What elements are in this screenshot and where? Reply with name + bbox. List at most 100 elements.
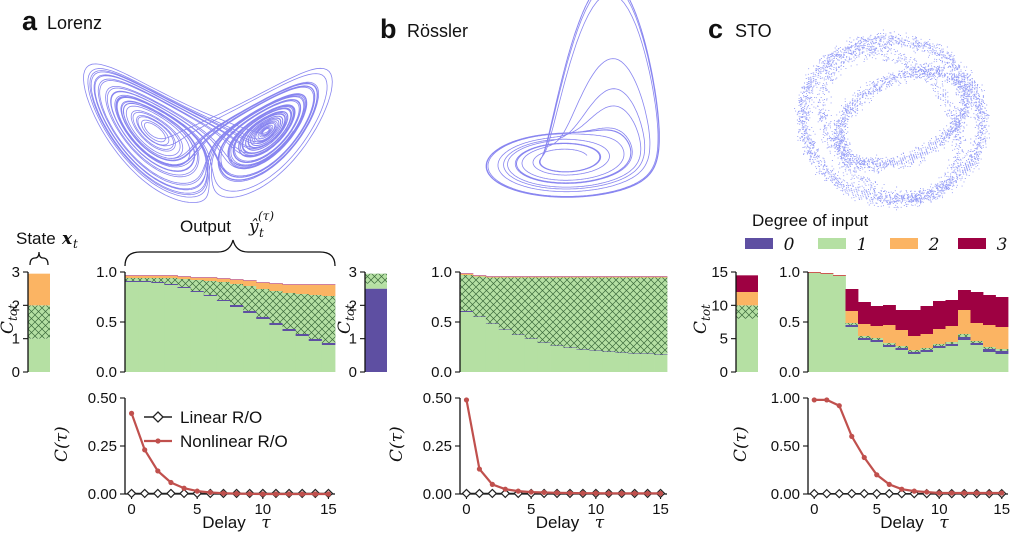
lorenz-cap-bar-degree2 bbox=[295, 285, 310, 294]
lorenz-cap-bar-hatch bbox=[282, 293, 297, 329]
lorenz-cap-bar-hatch bbox=[243, 286, 257, 311]
lorenz-cap-bar-degree1 bbox=[230, 307, 244, 372]
rossler-cap-bar-degree3 bbox=[615, 276, 629, 277]
output-label: Output bbox=[180, 217, 231, 236]
rossler-nonlinear-point bbox=[580, 490, 586, 496]
rossler-cap-bar-degree1 bbox=[472, 317, 487, 372]
sto-cap-bar-degree1 bbox=[933, 348, 946, 372]
lorenz-cap-ytick-label: 1.0 bbox=[96, 264, 117, 281]
sto-cap-bar-degree3 bbox=[895, 310, 909, 330]
sto-cap-ytick-label: 1.0 bbox=[779, 264, 800, 281]
rossler-cap-bar-degree3 bbox=[472, 275, 487, 276]
rossler-state-linear_hatch bbox=[365, 273, 387, 284]
rossler-cap-bar-degree0 bbox=[615, 352, 629, 353]
legend-swatch-3 bbox=[958, 238, 986, 249]
rossler-mem-ytick-label: 0.50 bbox=[423, 390, 452, 407]
sto-ctot-label: C bbox=[691, 321, 711, 334]
sto-cap-bar-degree3 bbox=[908, 310, 921, 336]
sto-cap-bar-degree2 bbox=[883, 325, 896, 343]
rossler-cap-bar-degree1 bbox=[641, 354, 655, 372]
rossler-cap-bar-degree0 bbox=[641, 353, 655, 354]
lorenz-cap-bar-degree1 bbox=[282, 331, 297, 372]
output-superscript: (τ) bbox=[258, 209, 274, 223]
rossler-attractor bbox=[485, 0, 660, 198]
rossler-cap-bar-hatch bbox=[654, 277, 668, 355]
sto-cap-bar-degree3 bbox=[958, 290, 971, 310]
lorenz-cap-bar-hatch bbox=[308, 295, 323, 339]
lorenz-cap-bar-degree2 bbox=[151, 276, 165, 278]
rossler-nonlinear-point bbox=[541, 489, 547, 496]
lorenz-cap-bar-degree2 bbox=[190, 278, 205, 280]
rossler-cap-bar-degree1 bbox=[524, 339, 539, 372]
sto-cap-bar-degree3 bbox=[995, 297, 1009, 327]
sto-cap-bar-degree1 bbox=[808, 273, 821, 372]
rossler-linear-point bbox=[474, 488, 485, 499]
rossler-nonlinear-point bbox=[502, 486, 508, 492]
sto-cap-bar-hatch bbox=[995, 349, 1009, 351]
lorenz-state-ytick-label: 1 bbox=[12, 331, 20, 348]
lorenz-cap-bar-degree1 bbox=[269, 325, 283, 372]
lorenz-state-degree2 bbox=[28, 273, 50, 306]
lorenz-cap-bar-hatch bbox=[295, 294, 310, 334]
rossler-state-ytick-label: 3 bbox=[349, 264, 357, 281]
rossler-cap-ytick-label: 1.0 bbox=[431, 264, 452, 281]
rossler-cap-bar-hatch bbox=[615, 277, 629, 353]
sto-cap-bar-degree0 bbox=[945, 344, 959, 346]
rossler-cap-bar-degree2 bbox=[485, 277, 500, 278]
lorenz-cap-bar-degree3 bbox=[256, 282, 270, 283]
sto-cap-bar-degree3 bbox=[870, 306, 884, 326]
rossler-cap-bar-degree2 bbox=[460, 274, 474, 275]
sto-cap-ytick-label: 0.5 bbox=[779, 314, 800, 331]
lorenz-cap-bar-degree1 bbox=[138, 282, 152, 372]
panel-a-title: Lorenz bbox=[47, 13, 102, 33]
rossler-cap-bar-degree0 bbox=[602, 351, 616, 352]
lorenz-cap-bar-degree3 bbox=[295, 284, 310, 285]
rossler-cap-bar-degree1 bbox=[537, 343, 551, 372]
rossler-cap-bar-hatch bbox=[460, 275, 474, 311]
sto-cap-bar-degree2 bbox=[870, 326, 884, 338]
rossler-cap-bar-degree3 bbox=[537, 276, 551, 277]
sto-cap-bar-degree2 bbox=[970, 323, 984, 341]
legend-label-2: 2 bbox=[928, 235, 940, 255]
sto-nonlinear-point bbox=[899, 486, 905, 492]
output-symbol: ŷ bbox=[248, 217, 259, 237]
rossler-cap-bar-degree2 bbox=[550, 277, 564, 278]
rossler-cap-bar-degree3 bbox=[641, 276, 655, 277]
rossler-cap-bar-degree1 bbox=[628, 354, 642, 372]
sto-cap-bar-degree3 bbox=[833, 275, 846, 276]
rossler-cap-bar-degree1 bbox=[550, 346, 564, 372]
sto-state-degree1 bbox=[736, 318, 758, 372]
rossler-nonlinear-line bbox=[465, 399, 661, 495]
sto-state-linear_hatch bbox=[736, 305, 758, 319]
rossler-nonlinear-point bbox=[593, 490, 599, 496]
lorenz-cap-bar-degree0 bbox=[269, 323, 283, 325]
sto-cap-bar-degree3 bbox=[845, 289, 859, 311]
lorenz-ctot-sub: tot bbox=[6, 304, 20, 321]
lorenz-trajectory bbox=[83, 63, 333, 203]
rossler-state-degree1 bbox=[365, 283, 387, 289]
sto-mem-ytick-label: 1.00 bbox=[771, 390, 800, 407]
rossler-cap-bar-degree1 bbox=[485, 324, 500, 372]
rossler-nonlinear-point bbox=[657, 490, 664, 497]
rossler-cap-bar-degree1 bbox=[576, 350, 590, 372]
sto-linear-point bbox=[821, 488, 832, 499]
rossler-cap-bar-degree0 bbox=[460, 311, 474, 312]
rossler-cap-bar-hatch bbox=[472, 276, 487, 317]
rossler-nonlinear-point bbox=[567, 490, 573, 496]
rossler-xlabel-symbol: τ bbox=[595, 513, 605, 533]
lorenz-nonlinear-point bbox=[299, 491, 305, 497]
rossler-state-degree0 bbox=[365, 288, 387, 372]
lorenz-nonlinear-point bbox=[260, 491, 266, 497]
sto-cap-bar-degree1 bbox=[970, 345, 984, 372]
rossler-cap-bar-degree3 bbox=[628, 276, 642, 277]
sto-nonlinear-point bbox=[999, 490, 1005, 496]
sto-xlabel-symbol: τ bbox=[939, 513, 949, 533]
rossler-nonlinear-point bbox=[606, 490, 612, 497]
lorenz-nonlinear-point bbox=[233, 491, 240, 497]
lorenz-cap-ytick-label: 0.5 bbox=[96, 314, 117, 331]
rossler-cap-bar-hatch bbox=[550, 277, 564, 346]
lorenz-nonlinear-line bbox=[130, 413, 329, 496]
lorenz-cap-bar-degree2 bbox=[308, 285, 323, 295]
rossler-cap-bar-degree3 bbox=[485, 276, 500, 277]
